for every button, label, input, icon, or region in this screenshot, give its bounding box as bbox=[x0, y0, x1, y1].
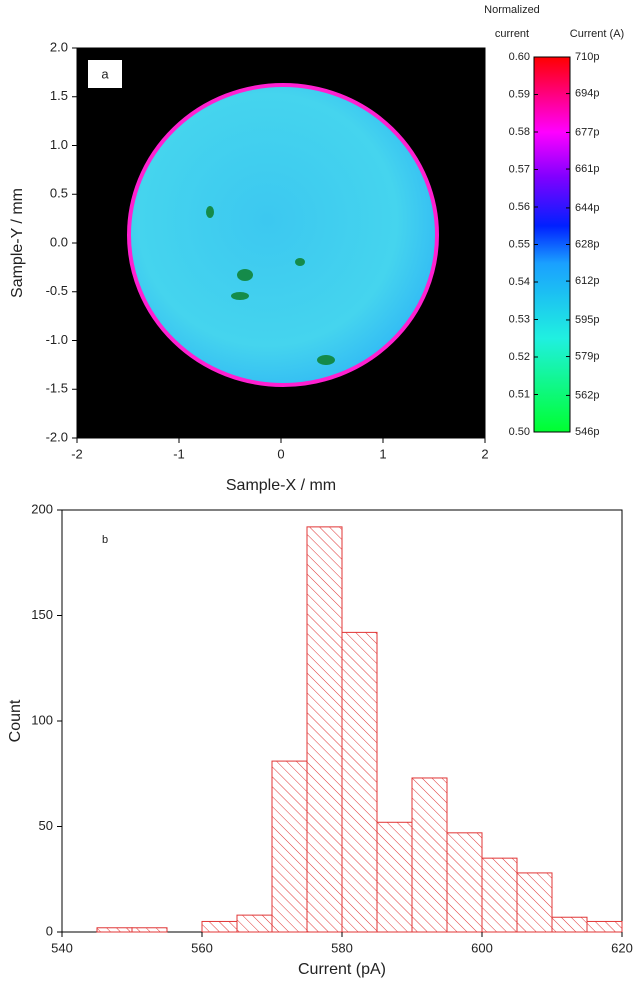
y-tick-label: -1.0 bbox=[46, 332, 68, 347]
colorbar bbox=[533, 56, 571, 433]
x-tick-label: 580 bbox=[331, 940, 353, 955]
y-axis-label: Count bbox=[7, 699, 24, 742]
colorbar-tick-label: 644p bbox=[575, 202, 599, 214]
y-tick-label: 50 bbox=[39, 818, 53, 833]
colorbar-tick-label: 562p bbox=[575, 389, 599, 401]
bar bbox=[586, 920, 623, 933]
colorbar-tick-label: 0.53 bbox=[509, 313, 530, 325]
y-tick-label: 1.0 bbox=[50, 137, 68, 152]
bar bbox=[236, 914, 273, 933]
colorbar-tick-label: 661p bbox=[575, 163, 599, 175]
panel-label-box bbox=[88, 60, 122, 88]
y-tick-label: 1.5 bbox=[50, 88, 68, 103]
hotspot bbox=[231, 292, 249, 300]
x-tick-label: 540 bbox=[51, 940, 73, 955]
panel-label: b bbox=[102, 534, 108, 546]
colorbar-title: Normalized current bbox=[484, 4, 540, 40]
y-axis-label: Sample-Y / mm bbox=[9, 188, 26, 298]
panel-b: b 540 560 580 600 620 0 50 100 150 200 Current (pA)… bbox=[7, 501, 633, 978]
y-tick-label: -1.5 bbox=[46, 381, 68, 396]
bar bbox=[201, 920, 238, 933]
colorbar-tick-label: 0.54 bbox=[509, 276, 530, 288]
y-tick-label: 100 bbox=[31, 712, 53, 727]
y-tick-label: 150 bbox=[31, 607, 53, 622]
bar bbox=[516, 872, 553, 933]
panel-label: a bbox=[101, 66, 109, 81]
colorbar-tick-label: 710p bbox=[575, 51, 599, 63]
bar bbox=[446, 832, 483, 933]
colorbar-title-2: Current (A) bbox=[570, 28, 624, 40]
bar bbox=[271, 760, 308, 933]
colorbar-tick-label: 0.59 bbox=[509, 88, 530, 100]
x-tick-label: -1 bbox=[173, 446, 185, 461]
colorbar-tick-label: 0.58 bbox=[509, 126, 530, 138]
colorbar-tick-label: 0.52 bbox=[509, 351, 530, 363]
colorbar-tick-label: 595p bbox=[575, 314, 599, 326]
colorbar-tick-label: 579p bbox=[575, 350, 599, 362]
colorbar-tick-label: 0.55 bbox=[509, 238, 530, 250]
x-tick-label: 560 bbox=[191, 940, 213, 955]
x-axis-label: Sample-X / mm bbox=[226, 477, 336, 494]
colorbar-tick-label: 0.51 bbox=[509, 388, 530, 400]
colorbar-tick-label: 612p bbox=[575, 275, 599, 287]
hotspot bbox=[206, 206, 214, 218]
x-tick-label: 600 bbox=[471, 940, 493, 955]
y-tick-label: -2.0 bbox=[46, 429, 68, 444]
bar bbox=[131, 927, 168, 933]
colorbar-tick-label: 0.50 bbox=[509, 426, 530, 438]
x-axis-label: Current (pA) bbox=[298, 961, 386, 978]
bar bbox=[481, 857, 518, 933]
panel-a: a -2 -1 0 1 2 -2.0 -1.5 -1.0 -0.5 0.0 0.5 1.0 1.5 2.0 S… bbox=[9, 4, 624, 494]
colorbar-tick-label: 0.57 bbox=[509, 163, 530, 175]
y-tick-label: -0.5 bbox=[46, 283, 68, 298]
colorbar-tick-label: 0.60 bbox=[509, 51, 530, 63]
y-tick-label: 0 bbox=[46, 923, 53, 938]
hotspot bbox=[317, 355, 335, 365]
x-tick-label: 1 bbox=[379, 446, 386, 461]
x-tick-label: -2 bbox=[71, 446, 83, 461]
colorbar-tick-label: 677p bbox=[575, 126, 599, 138]
bar bbox=[551, 916, 588, 933]
hotspot bbox=[295, 258, 305, 266]
bar bbox=[411, 777, 448, 933]
y-tick-label: 0.0 bbox=[50, 234, 68, 249]
bar bbox=[306, 526, 343, 933]
bar bbox=[341, 631, 378, 933]
y-tick-label: 2.0 bbox=[50, 39, 68, 54]
y-tick-label: 200 bbox=[31, 501, 53, 516]
hotspot bbox=[237, 269, 253, 281]
bar bbox=[96, 927, 133, 933]
x-tick-label: 0 bbox=[277, 446, 284, 461]
sample-disc bbox=[127, 83, 439, 387]
y-tick-label: 0.5 bbox=[50, 186, 68, 201]
colorbar-tick-label: 694p bbox=[575, 87, 599, 99]
x-tick-label: 2 bbox=[481, 446, 488, 461]
colorbar-tick-label: 0.56 bbox=[509, 201, 530, 213]
colorbar-tick-label: 628p bbox=[575, 238, 599, 250]
colorbar-tick-label: 546p bbox=[575, 426, 599, 438]
bar bbox=[376, 821, 413, 933]
x-tick-label: 620 bbox=[611, 940, 633, 955]
